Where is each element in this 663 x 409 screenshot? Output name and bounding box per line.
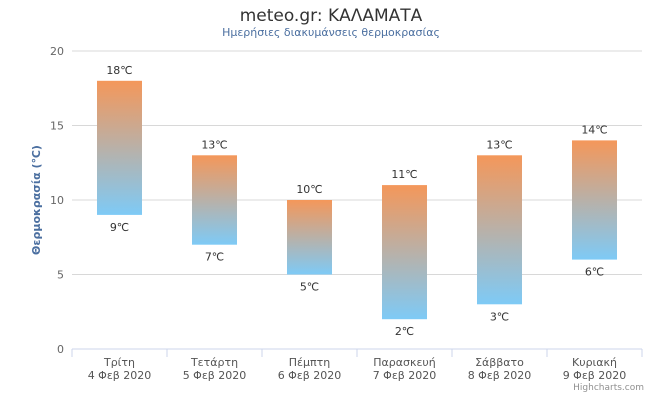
x-tick-date-label: 5 Φεβ 2020: [183, 369, 247, 382]
chart-title: meteo.gr: ΚΑΛΑΜΑΤΑ: [240, 6, 423, 26]
x-tick-day-label: Σάββατο: [475, 356, 524, 369]
low-temp-label: 7℃: [205, 251, 224, 264]
low-temp-label: 3℃: [490, 310, 509, 323]
y-tick-label: 20: [50, 45, 64, 58]
x-tick-date-label: 8 Φεβ 2020: [468, 369, 532, 382]
high-temp-label: 10℃: [296, 183, 322, 196]
data-labels: 18℃ 9℃ 13℃ 7℃ 10℃ 5℃ 11℃ 2℃ 13℃ 3℃ 14℃ 6℃: [106, 64, 607, 338]
temperature-range-bar[interactable]: [97, 80, 142, 215]
x-tick-day-label: Τετάρτη: [190, 356, 238, 369]
high-temp-label: 11℃: [391, 168, 417, 181]
y-tick-label: 0: [57, 343, 64, 356]
chart-subtitle: Ημερήσιες διακυμάνσεις θερμοκρασίας: [222, 26, 440, 39]
temperature-range-bar[interactable]: [382, 185, 427, 320]
y-tick-label: 5: [57, 269, 64, 282]
temperature-range-bar[interactable]: [192, 155, 237, 245]
x-tick-day-label: Κυριακή: [572, 356, 617, 369]
x-tick-day-label: Πέμπτη: [289, 356, 330, 369]
low-temp-label: 2℃: [395, 325, 414, 338]
low-temp-label: 5℃: [300, 281, 319, 294]
x-tick-date-label: 6 Φεβ 2020: [278, 369, 342, 382]
x-tick-day-label: Παρασκευή: [373, 356, 436, 369]
low-temp-label: 6℃: [585, 266, 604, 279]
x-tick-date-label: 4 Φεβ 2020: [88, 369, 152, 382]
x-tick-day-label: Τρίτη: [103, 356, 135, 369]
high-temp-label: 13℃: [201, 138, 227, 151]
low-temp-label: 9℃: [110, 221, 129, 234]
temperature-range-bar[interactable]: [287, 200, 332, 275]
x-tick-date-label: 9 Φεβ 2020: [563, 369, 627, 382]
y-tick-label: 10: [50, 194, 64, 207]
y-axis-title: Θερμοκρασία (℃): [30, 145, 43, 255]
credits-link[interactable]: Highcharts.com: [573, 383, 644, 393]
grid-lines: [72, 50, 642, 275]
y-tick-label: 15: [50, 120, 64, 133]
bars: [97, 80, 617, 320]
temperature-range-bar[interactable]: [477, 155, 522, 305]
high-temp-label: 18℃: [106, 64, 132, 77]
temperature-range-bar[interactable]: [572, 140, 617, 260]
x-tick-date-label: 7 Φεβ 2020: [373, 369, 437, 382]
high-temp-label: 13℃: [486, 138, 512, 151]
high-temp-label: 14℃: [581, 123, 607, 136]
